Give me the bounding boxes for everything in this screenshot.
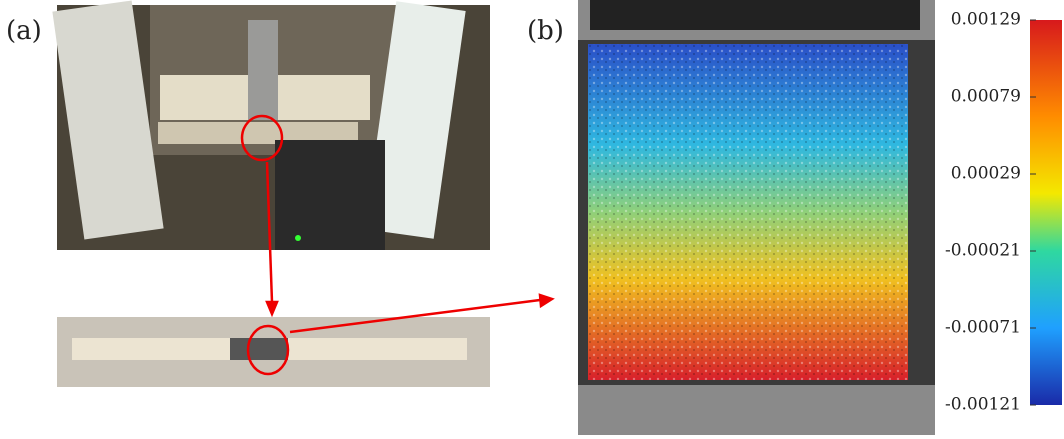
photo-machine (52, 1, 490, 250)
colorbar-tick-label: 0.00029 (951, 164, 1021, 184)
figure: (a) (b) 0.00129 0.00079 0.00029 -0.00021 -0.00… (0, 0, 1064, 435)
colorbar (1030, 20, 1062, 405)
colorbar-tick-label: 0.00079 (951, 87, 1021, 107)
colorbar-tick-label: -0.00021 (945, 241, 1021, 261)
colorbar-tick-label: -0.00071 (945, 318, 1021, 338)
panel-label: (b) (527, 16, 564, 46)
colorbar-tick-label: -0.00121 (945, 395, 1021, 415)
dic-image (578, 0, 935, 435)
photo-specimen (57, 317, 490, 387)
panel-label: (a) (6, 16, 42, 46)
colorbar-tick-label: 0.00129 (951, 10, 1021, 30)
